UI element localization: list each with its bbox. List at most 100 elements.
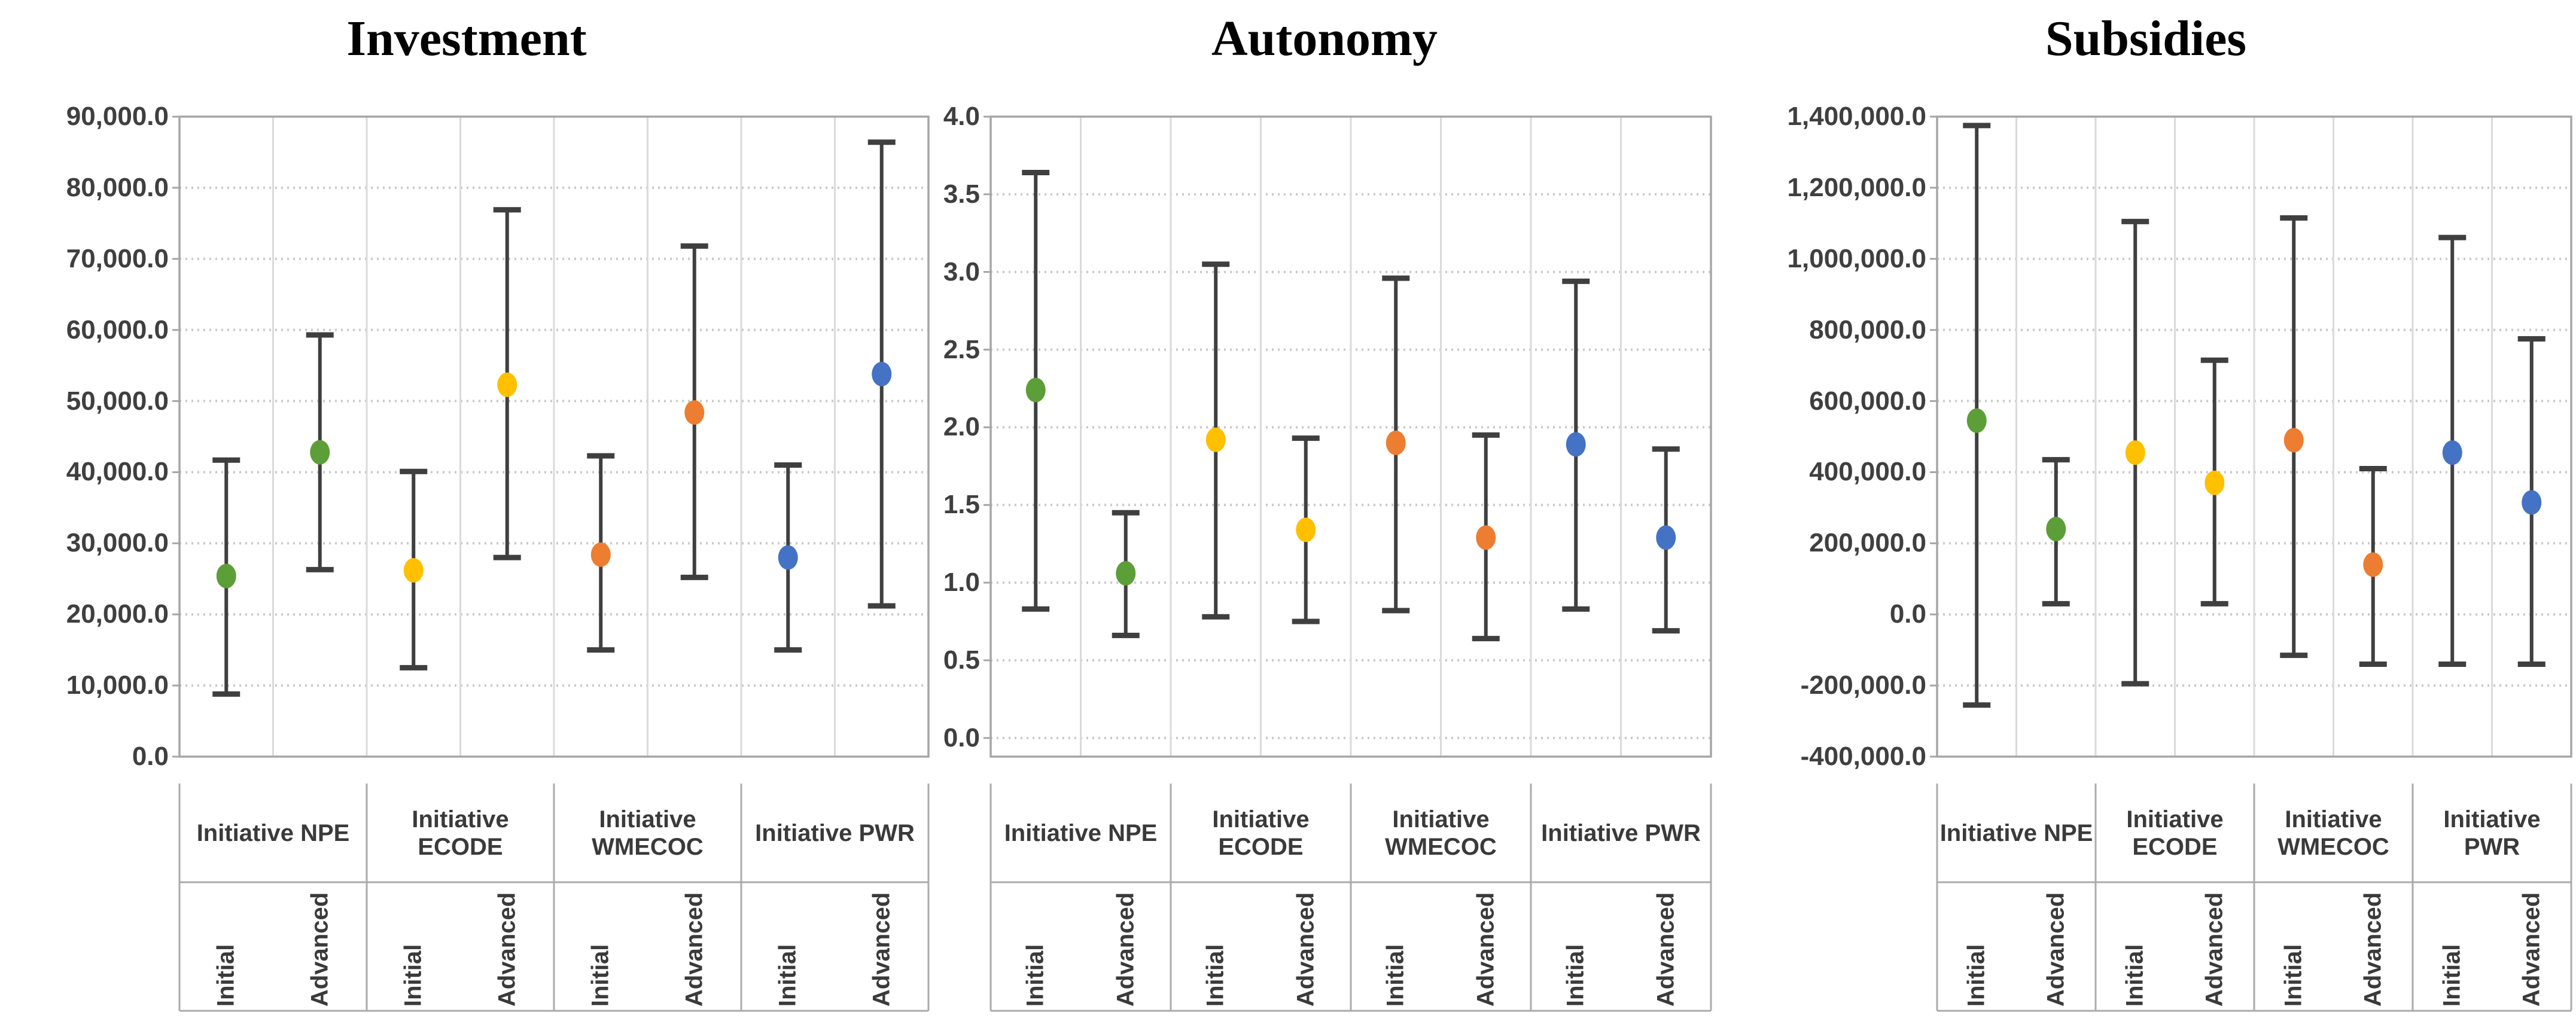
data-point-marker bbox=[1116, 561, 1136, 586]
y-tick-label: 400,000.0 bbox=[1809, 457, 1926, 487]
category-condition-label: Advanced bbox=[1652, 892, 1679, 1007]
data-point-marker bbox=[2204, 470, 2225, 495]
category-condition-label: Initial bbox=[587, 944, 614, 1007]
data-point-marker bbox=[590, 542, 611, 567]
y-tick-label: 600,000.0 bbox=[1809, 386, 1926, 416]
data-point-marker bbox=[2125, 440, 2145, 465]
category-condition-label: Advanced bbox=[2359, 892, 2386, 1007]
y-tick-label: 1.0 bbox=[943, 568, 980, 598]
y-tick-label: 800,000.0 bbox=[1809, 315, 1926, 345]
chart-title: Investment bbox=[346, 11, 587, 66]
y-tick-label: 0.5 bbox=[943, 645, 980, 675]
y-tick-label: 2.5 bbox=[943, 334, 980, 364]
data-point-marker bbox=[2046, 517, 2066, 542]
y-tick-label: 3.5 bbox=[943, 179, 980, 209]
category-group-label: Initiative ECODE bbox=[412, 806, 509, 860]
y-tick-label: 200,000.0 bbox=[1809, 528, 1926, 558]
y-tick-label: 0.0 bbox=[132, 742, 169, 771]
category-group-label: Initiative PWR bbox=[755, 819, 915, 846]
y-tick-label: 3.0 bbox=[943, 257, 980, 286]
chart-title: Subsidies bbox=[2045, 11, 2247, 66]
category-group-label: Initiative PWR bbox=[1541, 819, 1701, 846]
data-point-marker bbox=[2442, 440, 2462, 465]
category-condition-label: Advanced bbox=[681, 892, 708, 1007]
y-tick-label: 1.5 bbox=[943, 490, 980, 520]
y-tick-label: 10,000.0 bbox=[66, 670, 169, 700]
y-tick-label: 1,400,000.0 bbox=[1787, 102, 1926, 131]
category-group-label: Initiative NPE bbox=[196, 819, 350, 846]
category-condition-label: Advanced bbox=[1472, 892, 1499, 1007]
plot-border bbox=[989, 115, 1712, 758]
y-tick-label: 50,000.0 bbox=[66, 386, 169, 416]
category-group-label: Initiative WMECOC bbox=[592, 806, 704, 860]
y-tick-label: 20,000.0 bbox=[66, 599, 169, 629]
data-point-marker bbox=[1205, 427, 1226, 452]
category-group-label: Initiative WMECOC bbox=[2277, 806, 2389, 860]
category-condition-label: Advanced bbox=[1112, 892, 1139, 1007]
category-group-label: Initiative PWR bbox=[2443, 806, 2541, 860]
category-group-label: Initiative NPE bbox=[1004, 819, 1158, 846]
plot-border bbox=[1936, 115, 2572, 758]
data-point-marker bbox=[216, 563, 236, 589]
category-condition-label: Initial bbox=[1963, 944, 1990, 1007]
data-point-marker bbox=[1566, 432, 1586, 457]
category-condition-label: Advanced bbox=[2042, 892, 2069, 1007]
y-tick-label: 40,000.0 bbox=[66, 457, 169, 487]
chart-investment: Investment 90,000.0 80,000.0 70,000.0 60,000… bbox=[0, 0, 933, 1018]
data-point-marker bbox=[872, 361, 892, 386]
category-group-label: Initiative WMECOC bbox=[1385, 806, 1497, 860]
category-condition-label: Initial bbox=[1202, 944, 1229, 1007]
data-point-marker bbox=[2363, 552, 2383, 577]
chart-subsidies: Subsidies 1,400,000.0 1,200,000.0 1,000,000… bbox=[1716, 0, 2576, 1018]
category-condition-label: Initial bbox=[774, 944, 801, 1007]
y-tick-label: 0.0 bbox=[943, 723, 980, 752]
data-point-marker bbox=[1656, 525, 1676, 550]
category-group-label: Initiative ECODE bbox=[2126, 806, 2224, 860]
category-condition-label: Initial bbox=[2438, 944, 2465, 1007]
y-tick-label: -200,000.0 bbox=[1800, 670, 1926, 700]
y-tick-label: 70,000.0 bbox=[66, 243, 169, 273]
data-point-marker bbox=[1386, 430, 1406, 455]
category-condition-label: Initial bbox=[400, 944, 427, 1007]
y-tick-label: 2.0 bbox=[943, 412, 980, 442]
category-condition-label: Advanced bbox=[868, 892, 895, 1007]
chart-autonomy: Autonomy 4.0 3.5 3.0 2.5 2.0 1.5 1.0 0.5 0.0 Initi… bbox=[933, 0, 1716, 1018]
category-condition-label: Initial bbox=[1382, 944, 1409, 1007]
data-point-marker bbox=[2283, 428, 2304, 453]
category-condition-label: Advanced bbox=[494, 892, 520, 1007]
category-condition-label: Initial bbox=[1022, 944, 1049, 1007]
category-condition-label: Advanced bbox=[1292, 892, 1319, 1007]
plot-canvas bbox=[172, 115, 930, 1012]
data-point-marker bbox=[1476, 525, 1496, 550]
category-condition-label: Initial bbox=[1562, 944, 1589, 1007]
data-point-marker bbox=[684, 400, 705, 425]
y-tick-label: 1,200,000.0 bbox=[1787, 172, 1926, 202]
category-condition-label: Advanced bbox=[2518, 892, 2545, 1007]
data-point-marker bbox=[1025, 377, 1046, 403]
data-point-marker bbox=[2522, 490, 2542, 515]
plot-border bbox=[178, 115, 930, 758]
y-tick-label: 1,000,000.0 bbox=[1787, 243, 1926, 273]
data-point-marker bbox=[310, 440, 330, 465]
y-tick-label: 60,000.0 bbox=[66, 315, 169, 345]
data-point-marker bbox=[778, 545, 798, 570]
y-tick-label: 80,000.0 bbox=[66, 172, 169, 202]
category-condition-label: Advanced bbox=[306, 892, 333, 1007]
category-condition-label: Initial bbox=[212, 944, 239, 1007]
category-group-label: Initiative ECODE bbox=[1212, 806, 1310, 860]
plot-canvas bbox=[1930, 115, 2572, 1012]
plot-canvas bbox=[983, 115, 1712, 1012]
data-point-marker bbox=[1966, 408, 1987, 433]
y-tick-label: 30,000.0 bbox=[66, 528, 169, 558]
data-point-marker bbox=[1296, 517, 1316, 542]
y-tick-label: 0.0 bbox=[1889, 599, 1926, 629]
y-tick-label: -400,000.0 bbox=[1800, 742, 1926, 771]
y-tick-label: 90,000.0 bbox=[66, 102, 169, 131]
data-point-marker bbox=[403, 558, 424, 583]
category-condition-label: Initial bbox=[2121, 944, 2148, 1007]
data-point-marker bbox=[497, 372, 517, 397]
category-condition-label: Advanced bbox=[2201, 892, 2228, 1007]
category-condition-label: Initial bbox=[2280, 944, 2307, 1007]
y-tick-label: 4.0 bbox=[943, 102, 980, 131]
